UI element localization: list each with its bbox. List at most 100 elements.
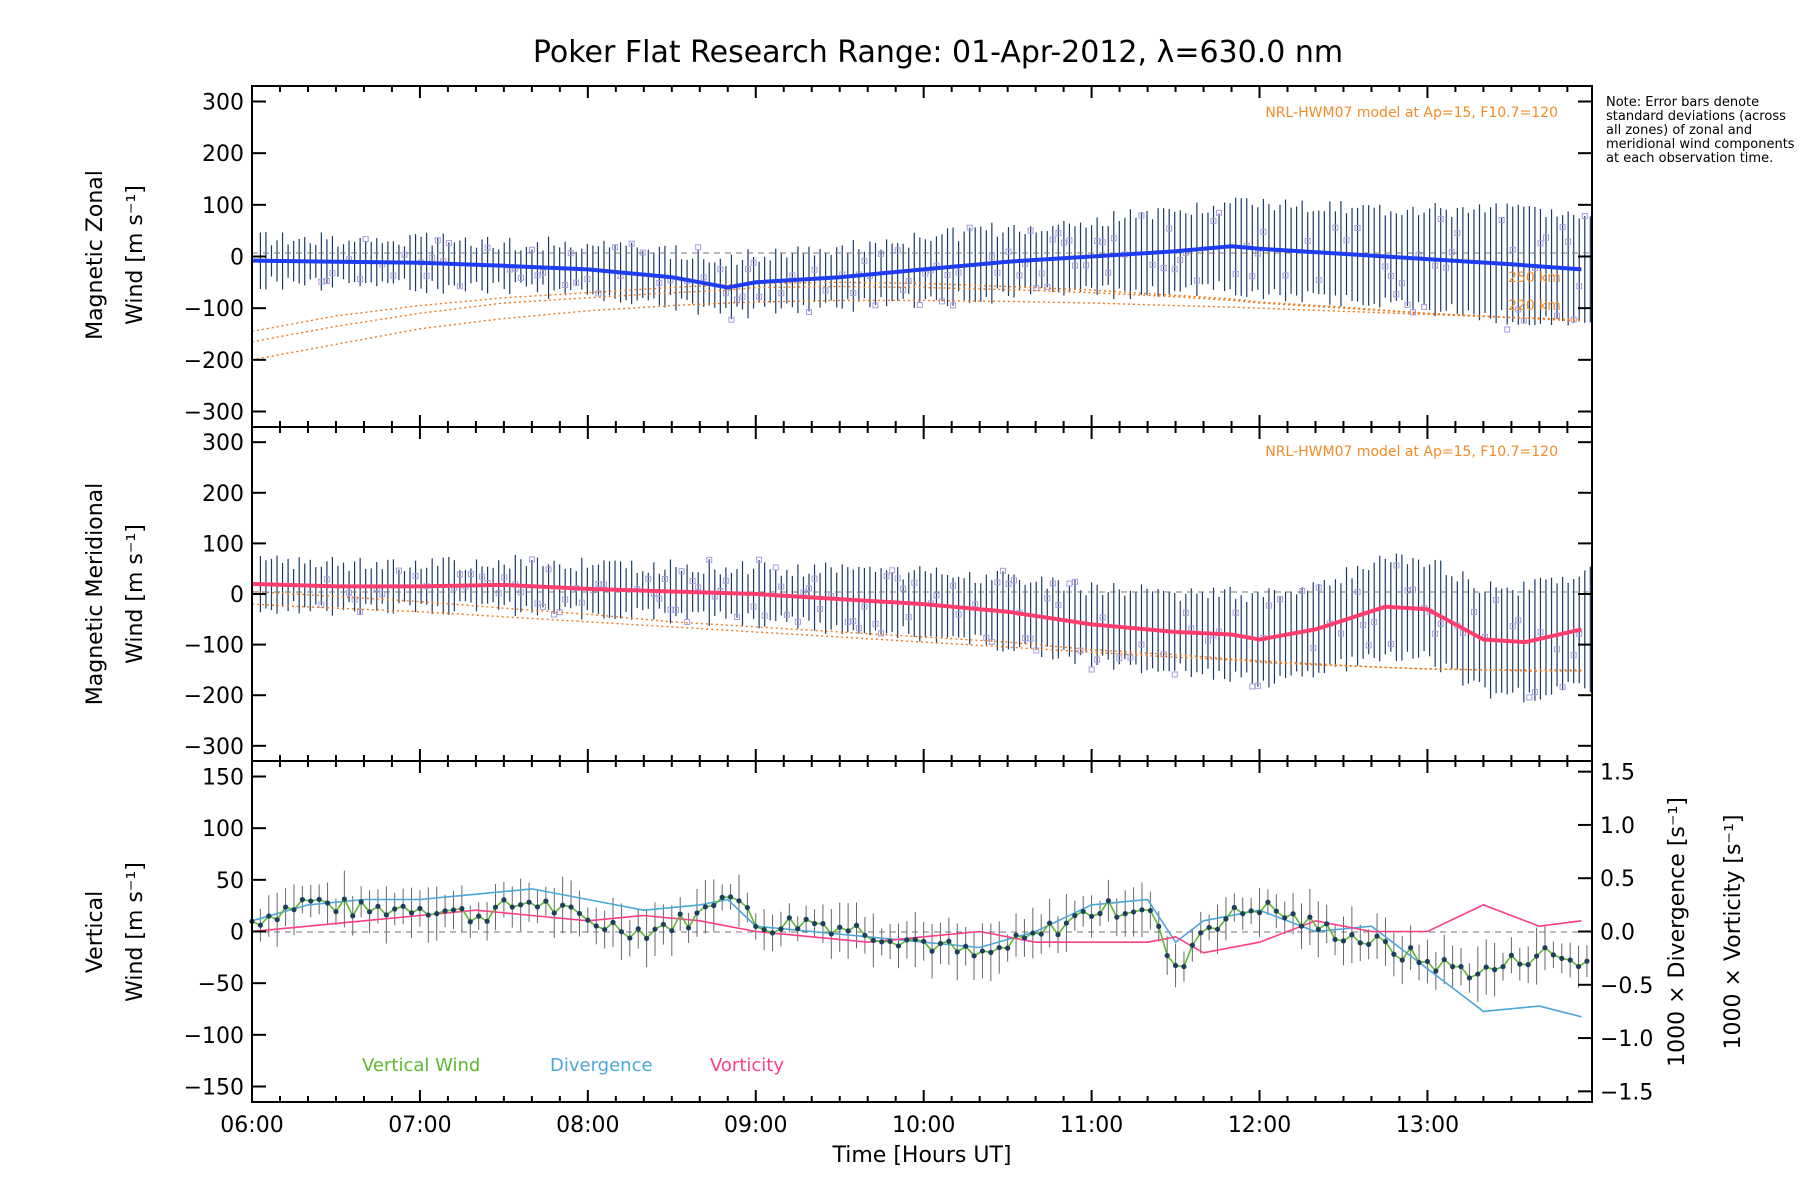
zone-marker <box>1005 580 1012 587</box>
zone-marker <box>1094 237 1101 244</box>
zone-marker <box>684 618 691 625</box>
vertical-wind-point <box>753 923 759 930</box>
vertical-wind-point <box>1575 963 1582 970</box>
vertical-wind-point <box>1298 923 1305 929</box>
vertical-error-bars <box>251 870 1588 1002</box>
meridional-y-label-line2: Wind [m s⁻¹] <box>123 524 148 664</box>
vertical-wind-point <box>568 904 574 910</box>
zone-marker <box>745 266 752 273</box>
zone-marker <box>318 278 325 285</box>
zone-marker <box>872 620 879 627</box>
zone-marker <box>1033 647 1040 654</box>
x-tick-label: 11:00 <box>1060 1113 1123 1138</box>
vertical-wind-point <box>366 909 373 915</box>
vertical-wind-point <box>1055 932 1061 938</box>
zone-marker <box>761 612 768 619</box>
zone-marker <box>1454 230 1461 237</box>
legend-vertical-wind: Vertical Wind <box>362 1055 480 1076</box>
zone-marker <box>1055 602 1062 609</box>
vertical-plot-frame <box>251 760 1593 1103</box>
vertical-wind-point <box>895 943 902 949</box>
vertical-wind-point <box>644 935 650 941</box>
zone-marker <box>562 596 569 603</box>
y-tick-label: −100 <box>184 297 244 322</box>
vertical-wind-point <box>1340 938 1347 944</box>
zone-marker <box>1470 609 1477 616</box>
vertical-wind-point <box>635 926 641 932</box>
vertical-wind-point <box>392 906 398 912</box>
zone-marker <box>1171 266 1178 273</box>
zone-marker <box>938 298 945 305</box>
zone-marker <box>1138 212 1145 219</box>
zonal-y-label-line1: Magnetic Zonal <box>83 170 108 340</box>
zone-marker <box>534 600 541 607</box>
vertical-wind-point <box>1550 952 1556 958</box>
vertical-wind-point <box>1038 931 1044 937</box>
meridional-model-label: NRL-HWM07 model at Ap=15, F10.7=120 <box>1265 444 1558 460</box>
vertical-wind-point <box>341 896 347 902</box>
zone-marker <box>379 591 386 598</box>
zone-marker <box>1254 250 1261 257</box>
y-tick-label: −50 <box>198 972 244 997</box>
zone-marker <box>811 575 818 582</box>
vertical-wind-point <box>408 910 415 916</box>
vertical-wind-point <box>921 938 927 944</box>
vertical-wind-point <box>618 929 625 935</box>
right-y-tick-label: 1.5 <box>1600 761 1635 786</box>
vertical-wind-point <box>1164 952 1170 959</box>
zone-marker <box>700 274 707 281</box>
vertical-wind-point <box>727 894 734 900</box>
y-tick-label: 200 <box>202 482 244 507</box>
zonal-y-label-line2: Wind [m s⁻¹] <box>123 185 148 325</box>
vertical-wind-point <box>551 910 557 916</box>
zone-marker <box>401 251 408 258</box>
zone-marker <box>445 240 452 247</box>
vertical-wind-point <box>1206 924 1212 931</box>
vertical-y-ticks: 150 100 50 0 −50 −100 −150 <box>184 766 266 1101</box>
vertical-wind-point <box>736 898 742 904</box>
vertical-wind-line <box>251 896 1588 979</box>
vertical-wind-point <box>1424 958 1431 965</box>
y-tick-label: 300 <box>202 431 244 456</box>
zone-marker <box>584 275 591 282</box>
meridional-wind-line <box>251 581 1582 645</box>
vertical-wind-point <box>702 904 708 910</box>
vertical-wind-point <box>719 894 725 900</box>
zone-marker <box>323 576 330 583</box>
zone-marker <box>545 566 552 573</box>
zone-marker <box>844 618 851 625</box>
vertical-wind-point <box>375 903 381 909</box>
zone-marker <box>1071 262 1078 269</box>
zone-marker <box>750 259 757 266</box>
vertical-wind-point <box>1366 941 1372 947</box>
vertical-wind-point <box>795 926 801 932</box>
right-y-tick-label: 1.0 <box>1600 814 1635 839</box>
vertical-wind-point <box>1248 908 1254 914</box>
zone-marker <box>390 272 397 279</box>
vertical-wind-point <box>853 922 860 928</box>
zone-marker <box>1177 257 1184 264</box>
zone-marker <box>467 571 474 578</box>
zone-marker <box>678 568 685 575</box>
x-tick-label: 09:00 <box>724 1113 787 1138</box>
zone-marker <box>1182 609 1189 616</box>
y-tick-label: −100 <box>184 1024 244 1049</box>
zone-marker <box>1022 635 1029 642</box>
zone-marker <box>1282 272 1289 279</box>
zone-marker <box>1387 641 1394 648</box>
vertical-wind-point <box>1559 955 1565 961</box>
zone-marker <box>1337 630 1344 637</box>
vertical-wind-point <box>450 907 457 913</box>
vertical-wind-point <box>1231 904 1237 911</box>
zone-marker <box>1066 237 1073 244</box>
vertical-wind-point <box>492 904 499 910</box>
zone-marker <box>1554 312 1561 319</box>
y-tick-label: 100 <box>202 532 244 557</box>
zone-marker <box>778 290 785 297</box>
zone-marker <box>1398 280 1405 287</box>
zone-marker <box>778 583 785 590</box>
vertical-wind-point <box>1475 971 1481 977</box>
y-tick-label: 0 <box>230 246 244 271</box>
zone-marker <box>756 556 763 563</box>
zone-marker <box>805 585 812 592</box>
